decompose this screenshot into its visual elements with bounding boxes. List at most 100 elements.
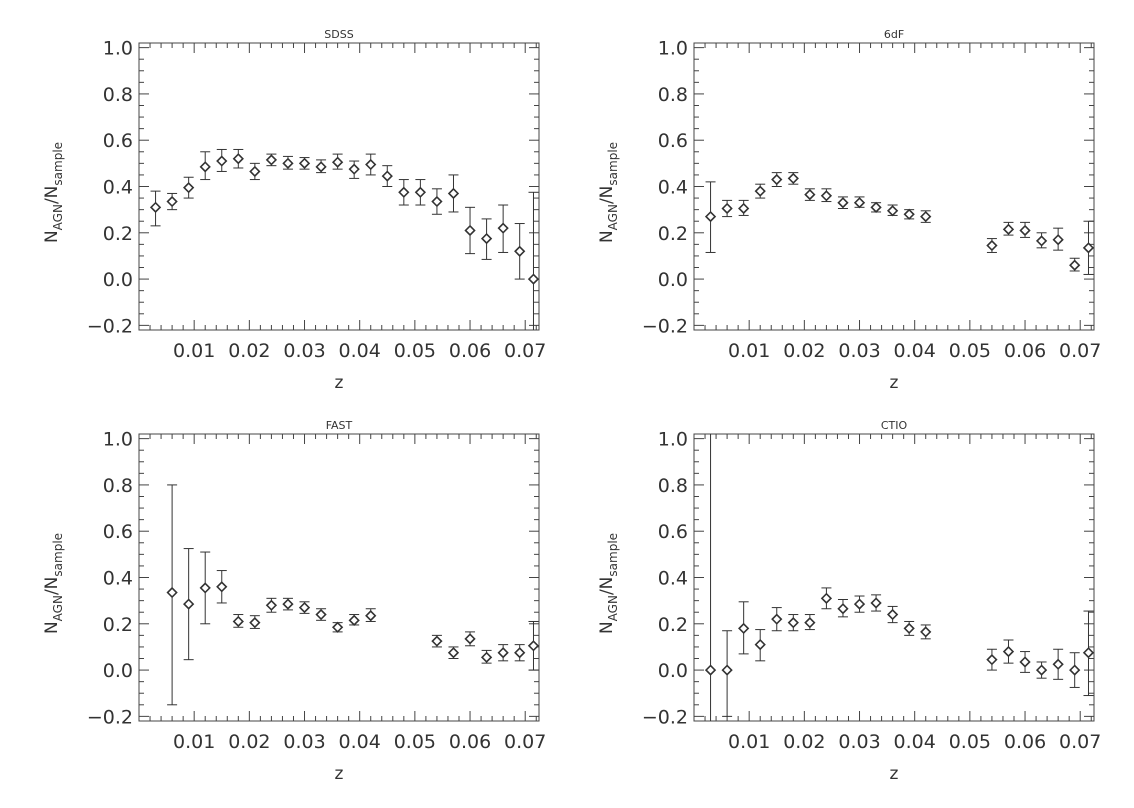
- ctio-y-tick-label: 0.2: [658, 614, 688, 636]
- ctio-x-tick-label: 0.03: [838, 731, 880, 753]
- 6df-data-point: [886, 204, 899, 217]
- ctio-data-point: [754, 629, 766, 662]
- fast-data-point: [365, 608, 377, 622]
- fast-diamond-marker: [216, 581, 228, 593]
- sdss-x-tick-label: 0.03: [283, 340, 325, 362]
- 6df-diamond-marker: [738, 202, 750, 215]
- ctio-x-axis-label: z: [890, 764, 899, 784]
- fast-diamond-marker: [447, 647, 460, 659]
- 6df-diamond-marker: [870, 201, 882, 213]
- sdss-data-point: [497, 204, 509, 253]
- fast-data-point: [282, 597, 294, 611]
- fast-plot-frame: [138, 433, 540, 722]
- fast-data-point: [464, 631, 476, 647]
- sdss-diamond-marker: [464, 224, 476, 237]
- 6df-y-axis-label: NAGN/Nsample: [597, 142, 620, 243]
- fast-data-point: [331, 621, 344, 633]
- fast-panel-title: FAST: [326, 419, 353, 432]
- 6df-x-tick-label: 0.03: [838, 340, 880, 362]
- fast-y-tick-label: 0.8: [103, 475, 133, 497]
- sdss-y-tick-label: 0.4: [103, 177, 133, 199]
- ctio-diamond-marker: [870, 597, 882, 609]
- ctio-data-point: [870, 594, 882, 612]
- sdss-diamond-marker: [348, 163, 360, 175]
- sdss-y-axis-label-part: /: [42, 198, 62, 204]
- ctio-data-point: [1019, 651, 1031, 673]
- ctio-data-point: [1002, 639, 1015, 664]
- 6df-data-point: [903, 208, 915, 220]
- fast-data-point: [216, 570, 228, 604]
- sdss-y-tick-label: 0.2: [103, 223, 133, 245]
- ctio-data-point: [771, 607, 783, 632]
- 6df-data-point: [787, 172, 799, 185]
- 6df-diamond-marker: [1019, 224, 1031, 237]
- ctio-data-point: [886, 605, 899, 624]
- 6df-data-point: [1052, 227, 1064, 251]
- sdss-x-tick-label: 0.06: [449, 340, 491, 362]
- fast-y-tick-label: 0.2: [103, 614, 133, 636]
- sdss-diamond-marker: [166, 195, 178, 208]
- 6df-y-axis-label-part: /: [597, 198, 617, 204]
- ctio-diamond-marker: [1002, 645, 1015, 658]
- ctio-diamond-marker: [738, 622, 750, 635]
- 6df-data-point: [804, 188, 816, 201]
- 6df-data-point: [721, 199, 733, 218]
- sdss-panel-title: SDSS: [324, 28, 353, 41]
- ctio-diamond-marker: [1035, 664, 1048, 676]
- ctio-data-point: [853, 595, 866, 613]
- ctio-y-axis-label-part: N: [597, 621, 617, 634]
- sdss-diamond-marker: [149, 201, 162, 213]
- sdss-diamond-marker: [183, 182, 195, 194]
- sdss-data-point: [331, 153, 344, 170]
- ctio-diamond-marker: [920, 626, 932, 638]
- ctio-data-point: [837, 598, 849, 618]
- sdss-diamond-marker: [265, 154, 278, 166]
- 6df-data-point: [1035, 232, 1048, 249]
- fast-x-tick-label: 0.07: [504, 731, 546, 753]
- fast-y-axis-label-part: N: [42, 621, 62, 634]
- ctio-diamond-marker: [837, 603, 849, 615]
- fast-data-point: [166, 484, 178, 706]
- fast-diamond-marker: [282, 598, 294, 610]
- sdss-data-point: [527, 191, 540, 330]
- sdss-data-point: [166, 192, 178, 211]
- sdss-x-axis-label: z: [335, 373, 344, 393]
- ctio-y-tick-label: 0.8: [658, 475, 688, 497]
- 6df-data-point: [1082, 220, 1095, 275]
- sdss-diamond-marker: [315, 161, 327, 173]
- ctio-y-axis-label-part: N: [597, 577, 617, 590]
- fast-diamond-marker: [464, 633, 476, 645]
- 6df-y-axis-label-part: N: [597, 186, 617, 199]
- 6df-diamond-marker: [754, 185, 766, 197]
- 6df-x-tick-label: 0.01: [728, 340, 770, 362]
- fast-y-axis-label-part: /: [42, 589, 62, 595]
- sdss-data-point: [315, 159, 327, 174]
- sdss-data-point: [348, 160, 360, 179]
- sdss-data-point: [414, 179, 427, 206]
- ctio-diamond-marker: [986, 654, 998, 666]
- sdss-x-tick-label: 0.01: [173, 340, 215, 362]
- sdss-y-tick-label: 1.0: [103, 38, 133, 60]
- fast-data-point: [348, 614, 360, 626]
- fast-data-point: [480, 649, 493, 664]
- 6df-data-point: [920, 210, 932, 223]
- sdss-plot-frame: [138, 42, 540, 331]
- ctio-diamond-marker: [903, 622, 915, 635]
- sdss-data-point: [265, 153, 278, 167]
- ctio-diamond-marker: [754, 638, 766, 651]
- ctio-data-point: [704, 434, 717, 721]
- fast-y-tick-label: 0.4: [103, 568, 133, 590]
- sdss-data-point: [398, 179, 410, 206]
- 6df-data-point: [820, 188, 833, 203]
- 6df-panel-title: 6dF: [884, 28, 904, 41]
- 6df-diamond-marker: [1052, 234, 1064, 246]
- sdss-data-point: [298, 157, 311, 170]
- ctio-y-axis-label: NAGN/Nsample: [597, 533, 620, 634]
- fast-diamond-marker: [348, 614, 360, 626]
- 6df-diamond-marker: [1035, 235, 1048, 247]
- fast-diamond-marker: [298, 601, 311, 614]
- fast-data-point: [199, 551, 211, 625]
- 6df-panel: 0.01 0.02 0.03 0.04 0.05 0.06 0.07 −0.2 0.0 0.2 0.…: [597, 28, 1101, 393]
- fast-y-tick-label: 1.0: [103, 429, 133, 451]
- ctio-x-tick-label: 0.06: [1004, 731, 1046, 753]
